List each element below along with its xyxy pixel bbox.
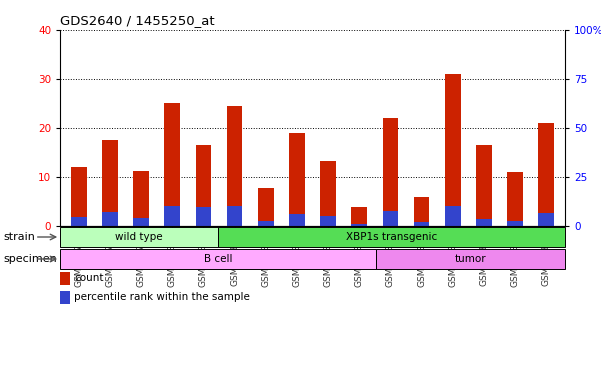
Text: strain: strain [4, 232, 35, 242]
Bar [507, 220, 523, 226]
Bar [445, 206, 460, 226]
Bar [258, 188, 273, 226]
Bar [289, 214, 305, 226]
Bar [538, 213, 554, 226]
Text: XBP1s transgenic: XBP1s transgenic [346, 232, 437, 242]
Bar [352, 207, 367, 226]
Bar [196, 207, 211, 226]
Bar [165, 207, 180, 226]
Bar [376, 249, 565, 269]
Bar [60, 291, 70, 304]
Text: GDS2640 / 1455250_at: GDS2640 / 1455250_at [60, 15, 215, 27]
Text: tumor: tumor [454, 254, 486, 264]
Bar [507, 172, 523, 226]
Bar [165, 104, 180, 226]
Bar [102, 140, 118, 226]
Bar [320, 161, 336, 226]
Bar [538, 123, 554, 226]
Bar [445, 74, 460, 226]
Bar [383, 118, 398, 226]
Text: count: count [74, 273, 103, 283]
Bar [60, 249, 376, 269]
Bar [102, 212, 118, 226]
Bar [476, 145, 492, 226]
Bar [227, 207, 242, 226]
Bar [227, 106, 242, 226]
Bar [383, 211, 398, 226]
Bar [414, 222, 429, 226]
Text: wild type: wild type [115, 232, 163, 242]
Bar [60, 227, 218, 247]
Bar [71, 217, 87, 226]
Bar [320, 216, 336, 226]
Bar [414, 197, 429, 226]
Text: B cell: B cell [204, 254, 232, 264]
Bar [71, 167, 87, 226]
Bar [218, 227, 565, 247]
Text: specimen: specimen [4, 254, 57, 264]
Bar [196, 145, 211, 226]
Bar [60, 271, 70, 285]
Bar [133, 218, 149, 226]
Bar [258, 221, 273, 226]
Bar [476, 219, 492, 226]
Text: percentile rank within the sample: percentile rank within the sample [74, 292, 250, 302]
Bar [352, 223, 367, 226]
Bar [289, 133, 305, 226]
Bar [133, 171, 149, 226]
